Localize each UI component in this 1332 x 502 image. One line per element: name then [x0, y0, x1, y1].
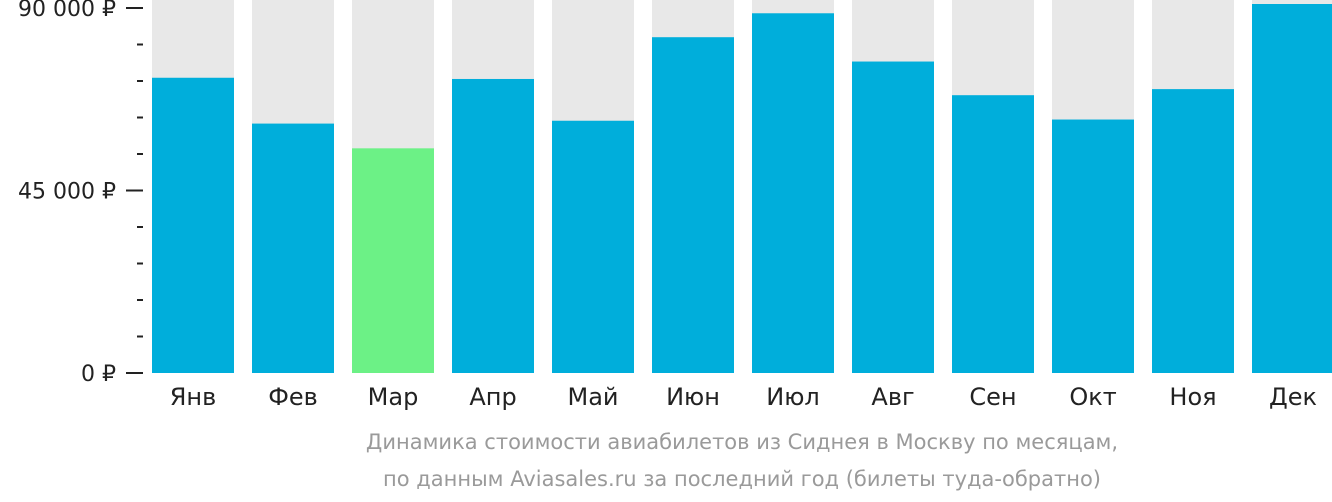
x-tick-label: Фев: [268, 383, 318, 411]
x-tick-label: Июл: [766, 383, 820, 411]
bar: [952, 95, 1034, 373]
bar: [652, 37, 734, 373]
y-axis: 0 ₽ 45 000 ₽ 90 000 ₽: [18, 0, 143, 387]
bar: [752, 13, 834, 374]
x-tick-label: Янв: [170, 383, 217, 411]
x-tick-label: Июн: [666, 383, 720, 411]
x-tick-label: Сен: [969, 383, 1016, 411]
bar: [1152, 89, 1234, 373]
y-tick-label: 0 ₽: [81, 362, 116, 387]
x-tick-label: Окт: [1069, 383, 1116, 411]
data-bars: [152, 4, 1332, 374]
y-tick-label: 45 000 ₽: [18, 180, 116, 205]
bar: [452, 78, 534, 373]
x-tick-label: Дек: [1269, 383, 1317, 411]
bar: [252, 123, 334, 373]
x-tick-label: Авг: [871, 383, 914, 411]
y-tick-label: 90 000 ₽: [18, 0, 116, 22]
chart-caption-line-1: Динамика стоимости авиабилетов из Сиднея…: [365, 430, 1119, 454]
price-bar-chart: 0 ₽ 45 000 ₽ 90 000 ₽ Янв Фев Мар Апр Май Июн Ию…: [18, 0, 1332, 411]
bar: [352, 148, 434, 373]
x-tick-label: Апр: [469, 383, 516, 411]
bar: [1252, 4, 1332, 373]
x-tick-label: Мар: [368, 383, 419, 411]
bar: [1052, 119, 1134, 374]
bar: [852, 61, 934, 374]
chart-caption-line-2: по данным Aviasales.ru за последний год …: [383, 467, 1101, 491]
x-tick-label: Ноя: [1169, 383, 1216, 411]
bar: [552, 120, 634, 373]
x-tick-label: Май: [567, 383, 618, 411]
x-axis-labels: Янв Фев Мар Апр Май Июн Июл Авг Сен Окт Ноя Дек: [170, 383, 1317, 411]
bar: [152, 77, 234, 373]
